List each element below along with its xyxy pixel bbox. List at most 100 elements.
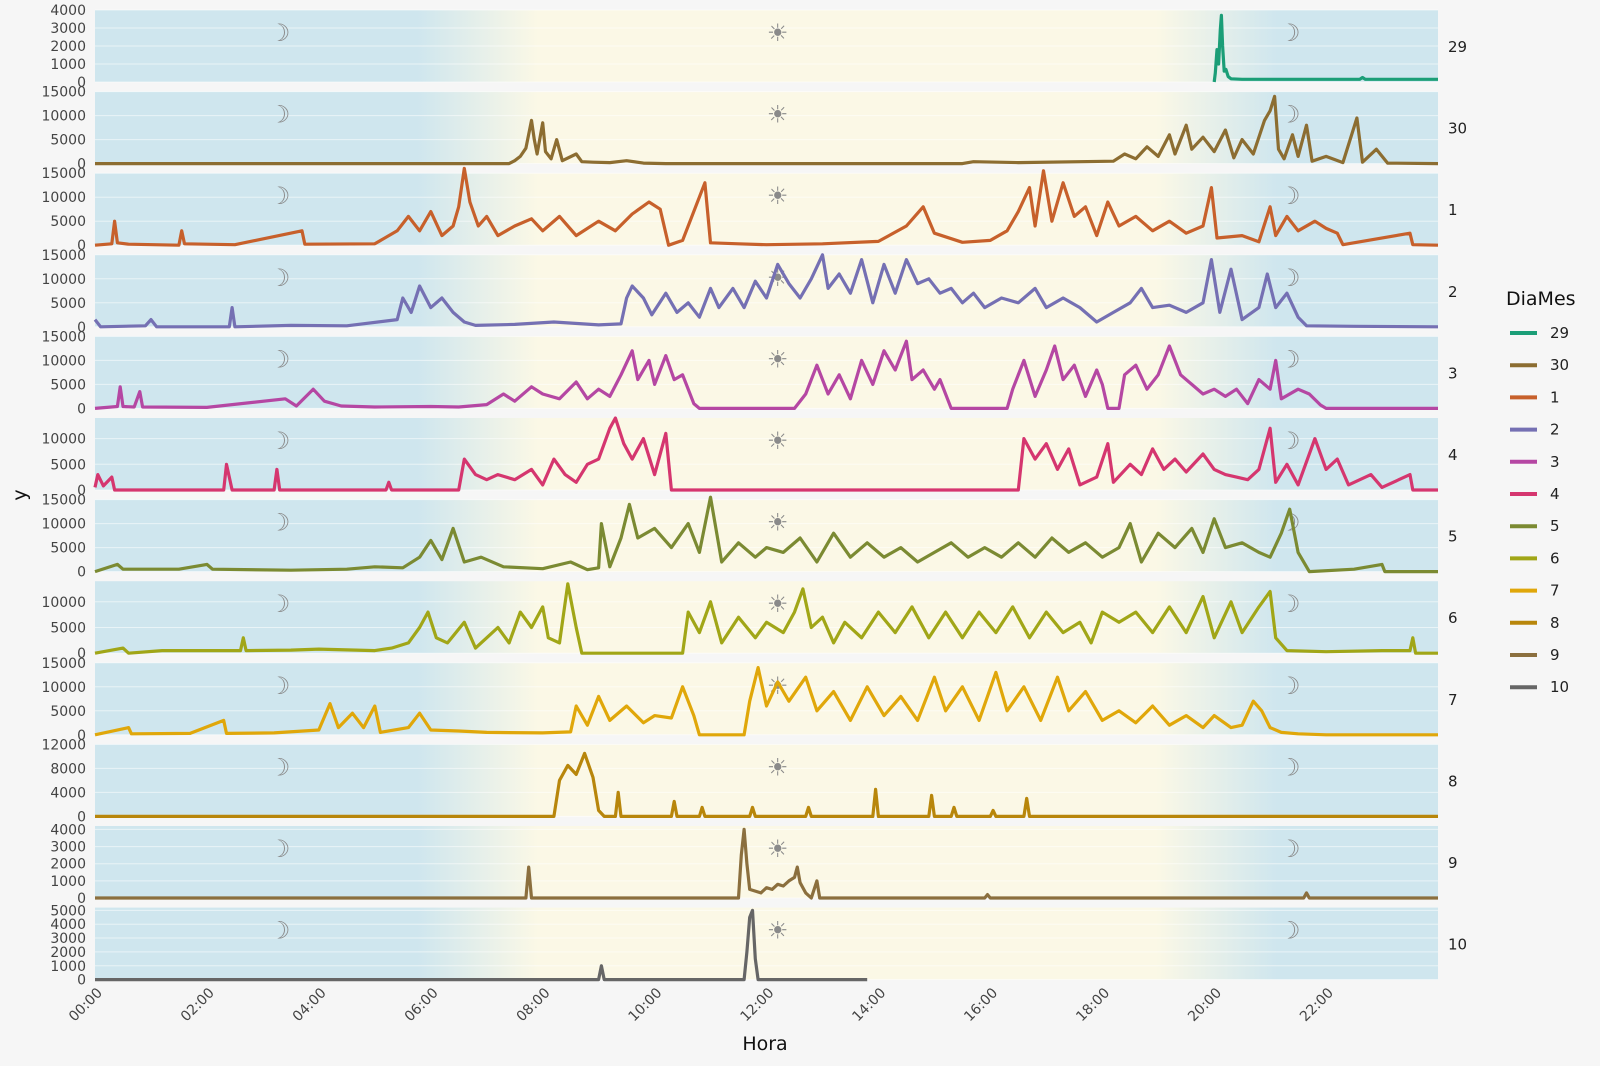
y-tick-label: 10000	[41, 680, 86, 696]
series-line-7	[94, 666, 1438, 737]
series-line-8	[95, 751, 1438, 818]
legend-item-30: 30	[1510, 356, 1569, 374]
x-tick-label: 10:00	[626, 985, 666, 1025]
y-tick-label: 0	[77, 728, 86, 744]
moon-icon: ☽	[1279, 672, 1301, 700]
facet-label: 9	[1448, 854, 1458, 872]
moon-icon: ☽	[1279, 917, 1301, 945]
legend-item-5: 5	[1510, 517, 1560, 535]
moon-icon: ☽	[1279, 427, 1301, 455]
x-axis-title: Hora	[742, 1033, 787, 1055]
sun-icon: ☀	[767, 753, 789, 781]
legend-label: 2	[1550, 421, 1560, 439]
sun-icon: ☀	[767, 345, 789, 373]
y-tick-label: 2000	[50, 857, 86, 873]
series-line-4	[93, 416, 1438, 492]
facet-label: 5	[1448, 528, 1458, 546]
y-tick-label: 3000	[50, 840, 86, 856]
y-tick-label: 2000	[50, 945, 86, 961]
y-tick-label: 15000	[41, 85, 86, 101]
legend-label: 4	[1550, 485, 1560, 503]
y-tick-label: 0	[77, 646, 86, 662]
legend-label: 6	[1550, 549, 1560, 567]
legend-item-3: 3	[1510, 453, 1560, 471]
facet-label: 1	[1448, 201, 1458, 219]
moon-icon: ☽	[1279, 753, 1301, 781]
moon-icon: ☽	[269, 345, 291, 373]
y-tick-label: 5000	[50, 214, 86, 230]
facet-label: 4	[1448, 446, 1458, 464]
y-tick-label: 0	[77, 891, 86, 907]
legend-item-29: 29	[1510, 324, 1569, 342]
facet-label: 10	[1448, 936, 1467, 954]
legend-title: DiaMes	[1506, 288, 1576, 310]
x-tick-label: 18:00	[1073, 985, 1113, 1025]
x-tick-label: 00:00	[66, 985, 106, 1025]
sun-icon: ☀	[767, 917, 789, 945]
moon-icon: ☽	[1279, 101, 1301, 129]
panel-1: 0 5000 10000 15000 ☽ ☀ ☽ 1	[41, 166, 1457, 254]
x-tick-label: 14:00	[849, 985, 889, 1025]
y-tick-label: 10000	[41, 190, 86, 206]
y-tick-label: 10000	[41, 595, 86, 611]
series-line-6	[94, 582, 1438, 655]
y-tick-label: 2000	[50, 39, 86, 55]
legend-item-2: 2	[1510, 421, 1560, 439]
moon-icon: ☽	[269, 182, 291, 210]
x-tick-label: 22:00	[1297, 985, 1337, 1025]
legend-item-6: 6	[1510, 549, 1560, 567]
sun-icon: ☀	[767, 19, 789, 47]
x-tick-label: 20:00	[1185, 985, 1225, 1025]
y-tick-label: 1000	[50, 57, 86, 73]
y-tick-label: 5000	[50, 457, 86, 473]
moon-icon: ☽	[1279, 835, 1301, 863]
legend-label: 30	[1550, 356, 1569, 374]
y-tick-label: 0	[77, 320, 86, 336]
legend-label: 9	[1550, 646, 1560, 664]
y-tick-label: 0	[77, 401, 86, 417]
y-tick-label: 5000	[50, 296, 86, 312]
series-line-5	[94, 495, 1438, 574]
y-tick-label: 1000	[50, 874, 86, 890]
y-tick-label: 5000	[50, 903, 86, 919]
y-tick-label: 0	[77, 238, 86, 254]
y-tick-label: 15000	[41, 248, 86, 264]
facet-label: 30	[1448, 120, 1467, 138]
y-tick-label: 0	[77, 973, 86, 989]
moon-icon: ☽	[269, 19, 291, 47]
y-tick-label: 5000	[50, 541, 86, 557]
moon-icon: ☽	[269, 101, 291, 129]
y-tick-label: 10000	[41, 109, 86, 125]
moon-icon: ☽	[269, 672, 291, 700]
facet-label: 6	[1448, 609, 1458, 627]
panel-29: 0 1000 2000 3000 4000 ☽ ☀ ☽ 29	[50, 3, 1467, 91]
moon-icon: ☽	[269, 835, 291, 863]
sun-icon: ☀	[767, 182, 789, 210]
legend-item-10: 10	[1510, 678, 1569, 696]
legend-item-9: 9	[1510, 646, 1560, 664]
sun-icon: ☀	[767, 509, 789, 537]
sun-icon: ☀	[767, 590, 789, 618]
legend-label: 3	[1550, 453, 1560, 471]
y-tick-label: 0	[77, 565, 86, 581]
y-tick-label: 15000	[41, 656, 86, 672]
panel-6: 0 5000 10000 ☽ ☀ ☽ 6	[41, 581, 1458, 662]
moon-icon: ☽	[269, 427, 291, 455]
x-tick-label: 06:00	[402, 985, 442, 1025]
facet-label: 29	[1448, 38, 1467, 56]
y-tick-label: 10000	[41, 353, 86, 369]
x-tick-label: 08:00	[514, 985, 554, 1025]
y-tick-label: 3000	[50, 931, 86, 947]
series-line-10	[95, 908, 868, 982]
x-tick-label: 16:00	[961, 985, 1001, 1025]
x-tick-label: 04:00	[290, 985, 330, 1025]
moon-icon: ☽	[269, 917, 291, 945]
legend-label: 7	[1550, 582, 1560, 600]
y-tick-label: 5000	[50, 704, 86, 720]
panel-background	[95, 744, 1438, 817]
y-tick-label: 10000	[41, 432, 86, 448]
